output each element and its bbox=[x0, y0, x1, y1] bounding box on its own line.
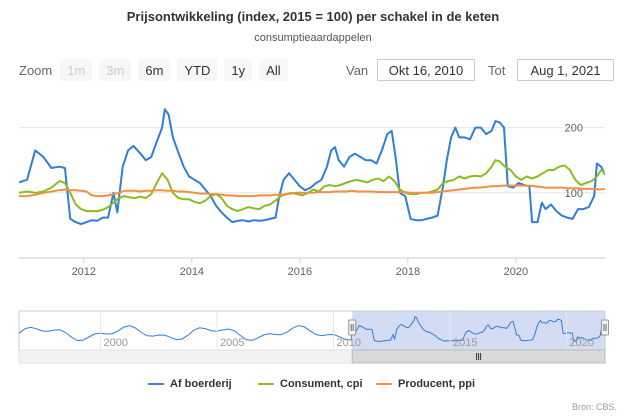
navigator-tick-label: 2005 bbox=[220, 337, 244, 349]
x-tick-label: 2016 bbox=[288, 266, 312, 278]
legend-item-af-boerderij[interactable]: Af boerderij bbox=[148, 378, 232, 390]
legend-symbol bbox=[148, 383, 164, 385]
legend-symbol bbox=[376, 383, 392, 385]
chart-subtitle: consumptieaardappelen bbox=[254, 32, 372, 44]
navigator-tick-label: 2010 bbox=[337, 337, 361, 349]
navigator[interactable]: 2000 2005 2010 2015 2020 bbox=[18, 310, 609, 364]
zoom-1m-button[interactable]: 1m bbox=[60, 59, 93, 81]
legend-label: Producent, ppi bbox=[398, 378, 475, 390]
to-date-input[interactable]: Aug 1, 2021 bbox=[517, 59, 614, 81]
navigator-tick-label: 2020 bbox=[570, 337, 594, 349]
navigator-tick-label: 2015 bbox=[453, 337, 477, 349]
chart-title: Prijsontwikkeling (index, 2015 = 100) pe… bbox=[126, 9, 500, 24]
legend-item-consument[interactable]: Consument, cpi bbox=[258, 378, 363, 390]
legend-label: Consument, cpi bbox=[280, 378, 363, 390]
x-tick-label: 2014 bbox=[180, 266, 204, 278]
zoom-all-button[interactable]: All bbox=[259, 59, 288, 81]
chart-svg: 100 200 2012 2014 2016 2018 2020 2000 2005 2010… bbox=[18, 108, 609, 364]
zoom-3m-button[interactable]: 3m bbox=[99, 59, 132, 81]
series-line-0 bbox=[19, 108, 605, 226]
legend-label: Af boerderij bbox=[170, 378, 232, 390]
y-tick-label: 100 bbox=[565, 188, 583, 200]
zoom-label: Zoom bbox=[19, 62, 53, 78]
navigator-selection[interactable] bbox=[352, 311, 605, 350]
x-axis: 2012 2014 2016 2018 2020 bbox=[19, 257, 605, 278]
plot-area bbox=[19, 108, 605, 226]
series-line-2 bbox=[19, 184, 605, 198]
y-axis: 100 200 bbox=[565, 123, 583, 200]
credits: Bron: CBS. bbox=[571, 402, 617, 412]
to-label: Tot bbox=[488, 63, 506, 78]
navigator-series bbox=[18, 315, 606, 343]
y-tick-label: 200 bbox=[565, 123, 583, 135]
zoom-6m-button[interactable]: 6m bbox=[138, 59, 171, 81]
navigator-tick-label: 2000 bbox=[104, 337, 128, 349]
series-line-1 bbox=[19, 159, 605, 213]
x-tick-label: 2018 bbox=[396, 266, 420, 278]
x-tick-label: 2012 bbox=[72, 266, 96, 278]
navigator-scrollbar[interactable] bbox=[18, 349, 606, 364]
from-label: Van bbox=[346, 63, 369, 78]
x-tick-label: 2020 bbox=[504, 266, 528, 278]
from-date-input[interactable]: Okt 16, 2010 bbox=[377, 59, 475, 81]
range-selector: Zoom 1m 3m 6m YTD 1y All bbox=[19, 58, 295, 82]
navigator-handle-right[interactable] bbox=[601, 319, 609, 336]
navigator-handle-left[interactable] bbox=[348, 319, 357, 336]
legend-symbol bbox=[258, 383, 274, 385]
zoom-ytd-button[interactable]: YTD bbox=[177, 59, 218, 81]
zoom-1y-button[interactable]: 1y bbox=[224, 59, 253, 81]
legend: Af boerderij Consument, cpi Producent, p… bbox=[0, 378, 626, 398]
legend-item-producent[interactable]: Producent, ppi bbox=[376, 378, 475, 390]
